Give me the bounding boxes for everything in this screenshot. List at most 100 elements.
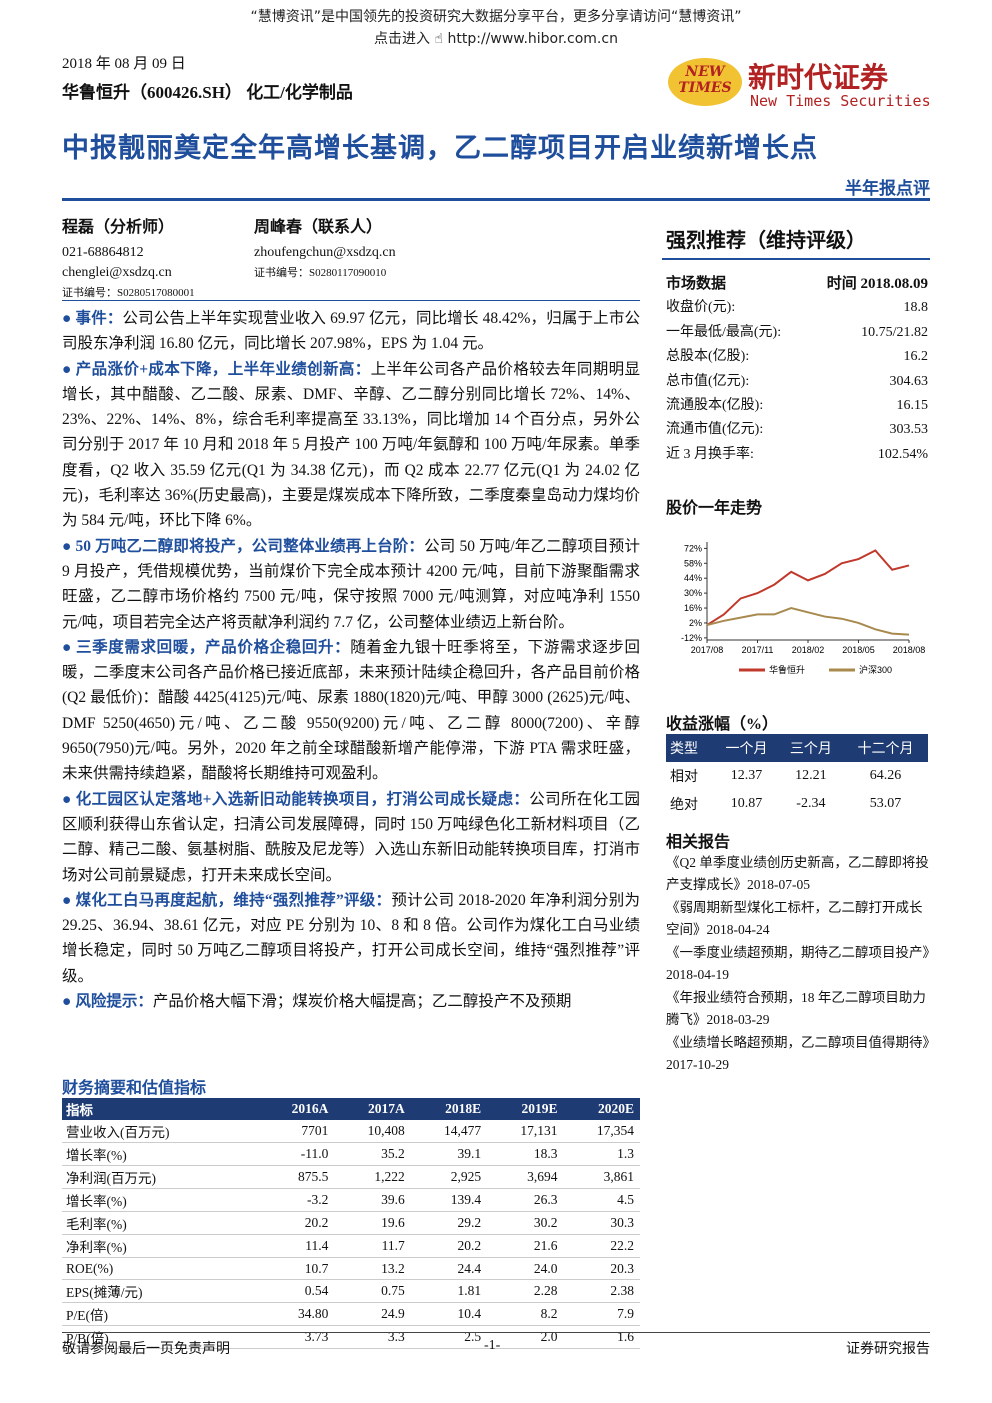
series-line [706,606,910,636]
cell: 39.6 [334,1188,411,1212]
link-url[interactable]: http://www.hibor.com.cn [447,31,618,47]
row-label: EPS(摊薄/元) [62,1279,259,1304]
analyst-name: 周峰春（联系人） [254,219,383,236]
financials-title: 财务摘要和估值指标 [62,1080,207,1097]
rule [62,300,640,301]
cell: 1,222 [334,1165,411,1189]
related-item[interactable]: 《业绩增长略超预期，乙二醇项目值得期待》2017-10-29 [666,1035,930,1072]
paragraph-text: 上半年公司各产品价格较去年同期明显增长，其中醋酸、乙二酸、尿素、DMF、辛醇、乙… [62,360,640,530]
cell: 21.6 [487,1234,564,1258]
cell: 875.5 [258,1165,335,1189]
footer-center: -1- [484,1338,501,1353]
cell: -3.2 [258,1188,335,1212]
cell: 35.2 [334,1142,411,1166]
paragraph: 三季度需求回暖，产品价格企稳回升：随着金九银十旺季将至，下游需求逐步回暖，二季度… [62,635,640,787]
header-cell: 指标 [62,1098,259,1120]
cell: 1.81 [410,1279,488,1304]
cell: 11.4 [258,1234,335,1258]
cell: 30.2 [487,1211,564,1235]
cell: 53.07 [869,796,902,811]
market-value: 303.53 [889,422,929,438]
header-cell: 2020E [563,1098,640,1120]
y-tick-label: 2% [689,618,702,628]
series-line [706,549,910,626]
related-item[interactable]: 《弱周期新型煤化工标杆，乙二醇打开成长空间》2018-04-24 [666,900,923,937]
y-tick-label: 30% [684,588,702,598]
analyst: 周峰春（联系人） zhoufengchun@xsdzq.cn 证书编号：S028… [254,218,396,283]
market-label: 收盘价(元): [666,300,736,316]
link-label[interactable]: 点击进入 [374,31,431,47]
analyst-email: chenglei@xsdzq.cn [62,265,172,280]
row-label: ROE(%) [62,1257,259,1281]
row-label: P/E(倍) [62,1302,259,1327]
cell: 11.7 [334,1234,411,1258]
row-label: 绝对 [670,798,698,813]
company-line: 华鲁恒升（600426.SH） 化工/化学制品 [62,78,353,103]
market-row: 近 3 月换手率: 102.54% [666,443,928,467]
market-header-cell: 市场数据 [666,276,727,292]
paragraph-text: 公司 50 万吨/年乙二醇项目预计 9 月投产，凭借规模优势，当前煤价下完全成本… [62,537,640,631]
related-item[interactable]: 《年报业绩符合预期，18 年乙二醇项目助力腾飞》2018-03-29 [666,990,926,1027]
market-value: 10.75/21.82 [861,324,928,340]
header-row: 类型 一个月 三个月 十二个月 [666,734,928,762]
cell: 3.3 [334,1325,411,1350]
paragraph-heading: 产品涨价+成本下降，上半年业绩创新高： [75,360,371,378]
cell: 64.26 [869,768,902,783]
related-item[interactable]: 《Q2 单季度业绩创历史新高，乙二醇即将投产支撑成长》2018-07-05 [666,855,929,892]
cell: 2.38 [563,1279,640,1304]
y-tick-label: 44% [684,573,702,583]
industry: 化工/化学制品 [246,83,353,102]
related-list: 《Q2 单季度业绩创历史新高，乙二醇即将投产支撑成长》2018-07-05 《弱周… [666,852,930,1077]
header-rule [62,198,930,201]
market-data: 市场数据 时间 2018.08.09 收盘价(元): 18.8 一年最低/最高(元): 1… [666,272,928,467]
cell: 8.2 [487,1302,564,1327]
paragraph-heading: 煤化工白马再度起航，维持“强烈推荐”评级： [75,891,392,909]
cell: 22.2 [563,1234,640,1258]
cell: 1.3 [563,1142,640,1166]
cell: 26.3 [487,1188,564,1212]
report-title: 中报靓丽奠定全年高增长基调，乙二醇项目开启业绩新增长点 [62,133,818,163]
footer-right: 证券研究报告 [846,1342,930,1357]
related-item[interactable]: 《一季度业绩超预期，期待乙二醇项目投产》2018-04-19 [666,945,930,982]
market-label: 总股本(亿股): [666,349,750,365]
row-label: 净利润(百万元) [62,1165,259,1189]
rule [662,258,930,260]
row: EPS(摊薄/元) 0.54 0.75 1.81 2.28 2.38 [62,1279,640,1304]
paragraph-heading: 风险提示： [75,993,153,1011]
paragraph: 风险提示：产品价格大幅下滑；煤炭价格大幅提高；乙二醇投产不及预期 [62,989,640,1014]
header-cell: 类型 [666,734,715,762]
row: P/B(倍) 3.73 3.3 2.5 2.0 1.6 [62,1325,640,1350]
market-label: 总市值(亿元): [666,373,750,389]
cell: 7.9 [563,1302,640,1327]
row: 营业收入(百万元) 7701 10,408 14,477 17,131 17,354 [62,1120,640,1143]
market-value: 16.2 [903,349,929,365]
market-row: 总市值(亿元): 304.63 [666,370,928,394]
row: 净利率(%) 11.4 11.7 20.2 21.6 22.2 [62,1234,640,1258]
report-type: 半年报点评 [845,179,930,198]
analyst-name: 程磊（分析师） [62,219,175,236]
cell: 17,354 [563,1120,640,1143]
cell: 10.7 [258,1257,335,1281]
cell: 2.28 [487,1279,564,1304]
banner-link-row: 点击进入 ☝ http://www.hibor.com.cn [374,31,618,47]
row-label: P/B(倍) [62,1325,259,1350]
financials-table: 指标 2016A 2017A 2018E 2019E 2020E 营业收入(百万元) 7701… [62,1098,640,1350]
cell: 13.2 [334,1257,411,1281]
body: 事件：公司公告上半年实现营业收入 69.97 亿元，同比增长 48.42%，归属… [62,306,640,1014]
market-row: 一年最低/最高(元): 10.75/21.82 [666,321,928,345]
cell: 17,131 [487,1120,564,1143]
x-tick-label: 2017/08 [691,645,724,655]
cell: 2.5 [410,1325,488,1350]
price-chart: -12% 2% 16% 30% 44% 58% 72% 2017/08 2017/11 2018/… [681,542,925,675]
row: 绝对 10.87 -2.34 53.07 [666,790,928,818]
cell: 20.3 [563,1257,640,1281]
cell: 2.0 [487,1325,564,1350]
footer-rule [62,1332,930,1333]
analyst-email: zhoufengchun@xsdzq.cn [254,245,396,260]
cell: 14,477 [410,1120,488,1143]
analyst-cert: 证书编号：S0280517080001 [62,287,195,299]
paragraph-heading: 化工园区认定落地+入选新旧动能转换项目，打消公司成长疑虑： [75,790,530,808]
row: 相对 12.37 12.21 64.26 [666,762,928,790]
paragraph-text: 公司所在化工园区顺利获得山东省认定，扫清公司发展障碍，同时 150 万吨绿色化工… [62,790,640,884]
legend-label: 沪深300 [859,664,892,675]
